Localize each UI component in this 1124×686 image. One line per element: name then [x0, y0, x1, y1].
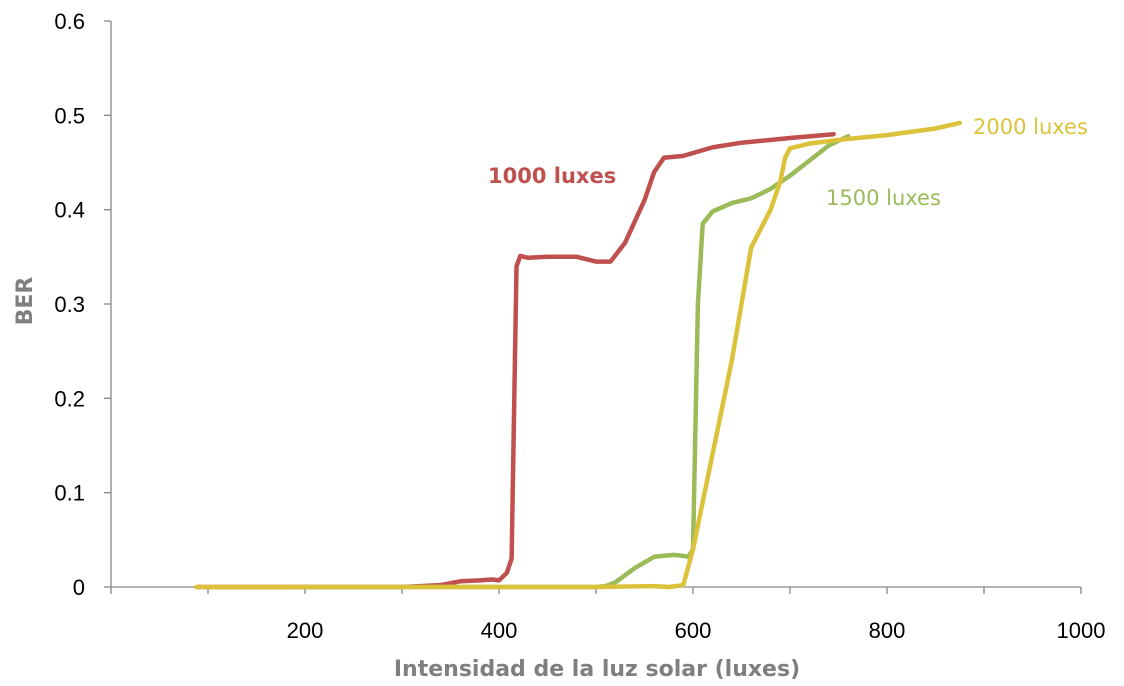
x-tick-label: 1000 — [1057, 618, 1106, 643]
y-axis-title: BER — [13, 277, 38, 326]
y-tick-label: 0.3 — [54, 292, 85, 317]
x-axis-ticks: 200 400 600 800 1000 — [110, 587, 1106, 643]
series-labels: 1000 luxes 1500 luxes 2000 luxes — [488, 115, 1088, 210]
series-label-2000-luxes: 2000 luxes — [973, 115, 1088, 139]
series-line-1500-luxes — [293, 133, 851, 590]
y-tick-label: 0.2 — [54, 386, 85, 411]
series-label-1500-luxes: 1500 luxes — [826, 186, 941, 210]
series-line-1000-luxes — [196, 131, 836, 590]
series-lines — [194, 120, 963, 590]
x-tick-label: 200 — [287, 618, 324, 643]
y-tick-label: 0 — [73, 575, 85, 600]
x-tick-label: 400 — [481, 618, 518, 643]
axes — [110, 21, 1081, 588]
x-tick-label: 600 — [675, 618, 712, 643]
x-tick-label: 800 — [869, 618, 906, 643]
y-tick-label: 0.4 — [54, 198, 85, 223]
y-tick-label: 0.5 — [54, 103, 85, 128]
y-tick-label: 0.1 — [54, 481, 85, 506]
y-tick-label: 0.6 — [54, 9, 85, 34]
series-line-2000-luxes — [194, 120, 963, 590]
y-axis-ticks: 0 0.1 0.2 0.3 0.4 0.5 0.6 — [54, 9, 111, 600]
x-axis-title: Intensidad de la luz solar (luxes) — [394, 657, 800, 682]
series-label-1000-luxes: 1000 luxes — [488, 164, 616, 188]
